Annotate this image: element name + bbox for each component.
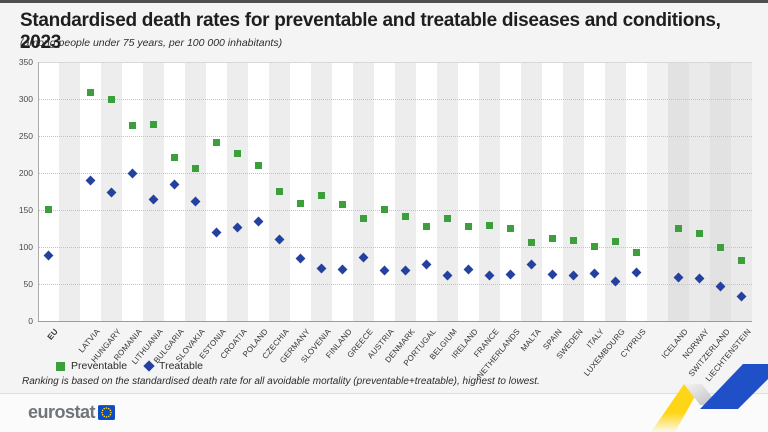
legend-label-preventable: Preventable [71,360,128,372]
column-stripe [647,62,668,321]
column-stripe [437,62,458,321]
grid-line [38,210,752,211]
column-stripe [416,62,437,321]
axis-line [38,321,752,322]
y-tick-label: 350 [18,57,33,67]
column-stripe [731,62,752,321]
marker-preventable [45,205,52,213]
column-stripe [164,62,185,321]
column-stripe [374,62,395,321]
column-stripe [353,62,374,321]
grid-line [38,247,752,248]
marker-preventable [234,150,241,158]
y-tick-label: 150 [18,205,33,215]
y-tick-label: 0 [28,316,33,326]
marker-preventable [150,121,157,129]
column-stripe [689,62,710,321]
column-stripe [626,62,647,321]
eurostat-logo-text: eurostat [28,402,96,422]
legend-item-treatable: Treatable [143,360,204,372]
column-stripe [563,62,584,321]
column-stripe [605,62,626,321]
marker-preventable [633,249,640,257]
page-title: Standardised death rates for preventable… [20,10,721,53]
column-stripe [80,62,101,321]
column-stripe [479,62,500,321]
marker-preventable [255,162,262,170]
y-axis-line [38,62,39,321]
legend-item-preventable: Preventable [56,360,127,372]
marker-preventable [717,243,724,251]
column-stripe [227,62,248,321]
column-stripe [332,62,353,321]
marker-preventable [696,230,703,238]
top-border-line [0,0,768,3]
column-stripe [38,62,59,321]
column-stripe [122,62,143,321]
marker-preventable [297,199,304,207]
marker-preventable [276,188,283,195]
column-stripe [458,62,479,321]
marker-preventable [570,236,577,244]
column-stripe [710,62,731,321]
column-stripe [521,62,542,321]
marker-preventable [381,205,388,213]
column-stripe [248,62,269,321]
grid-line [38,136,752,137]
eu-flag-icon [98,405,116,420]
column-stripe [290,62,311,321]
y-tick-label: 250 [18,131,33,141]
marker-preventable [465,222,472,230]
marker-preventable [129,122,136,130]
footer-bar: eurostat [0,393,768,432]
page-subtitle: (among people under 75 years, per 100 00… [20,37,283,49]
marker-preventable [360,214,367,222]
legend-label-treatable: Treatable [159,360,204,372]
marker-preventable [339,200,346,208]
eurostat-logo: eurostat [28,402,116,423]
marker-preventable [528,239,535,247]
ribbon-decoration-icon [651,364,768,432]
grid-line [38,284,752,285]
axis-line [38,62,752,63]
column-stripe [395,62,416,321]
column-stripe [311,62,332,321]
marker-preventable [738,256,745,264]
column-stripe [542,62,563,321]
column-stripe [59,62,80,321]
y-tick-label: 100 [18,242,33,252]
marker-preventable [591,242,598,250]
marker-preventable [444,215,451,223]
treatable-diamond-icon [143,360,155,372]
marker-preventable [108,95,115,103]
column-stripe [206,62,227,321]
column-stripe [185,62,206,321]
y-tick-label: 300 [18,94,33,104]
grid-line [38,173,752,174]
marker-preventable [549,234,556,242]
grid-line [38,99,752,100]
chart-legend: Preventable Treatable [56,360,203,372]
marker-preventable [192,165,199,173]
marker-preventable [402,213,409,221]
y-tick-label: 200 [18,168,33,178]
marker-preventable [507,225,514,232]
marker-preventable [423,222,430,230]
marker-preventable [171,153,178,161]
column-stripe [500,62,521,321]
marker-preventable [675,225,682,232]
ranking-footnote: Ranking is based on the standardised dea… [22,376,540,387]
preventable-square-icon [56,361,65,371]
column-stripe [143,62,164,321]
column-stripe [584,62,605,321]
marker-preventable [87,88,94,96]
marker-preventable [318,192,325,200]
marker-preventable [486,222,493,230]
column-stripe [668,62,689,321]
marker-preventable [213,139,220,147]
marker-preventable [612,237,619,245]
y-tick-label: 50 [23,279,33,289]
